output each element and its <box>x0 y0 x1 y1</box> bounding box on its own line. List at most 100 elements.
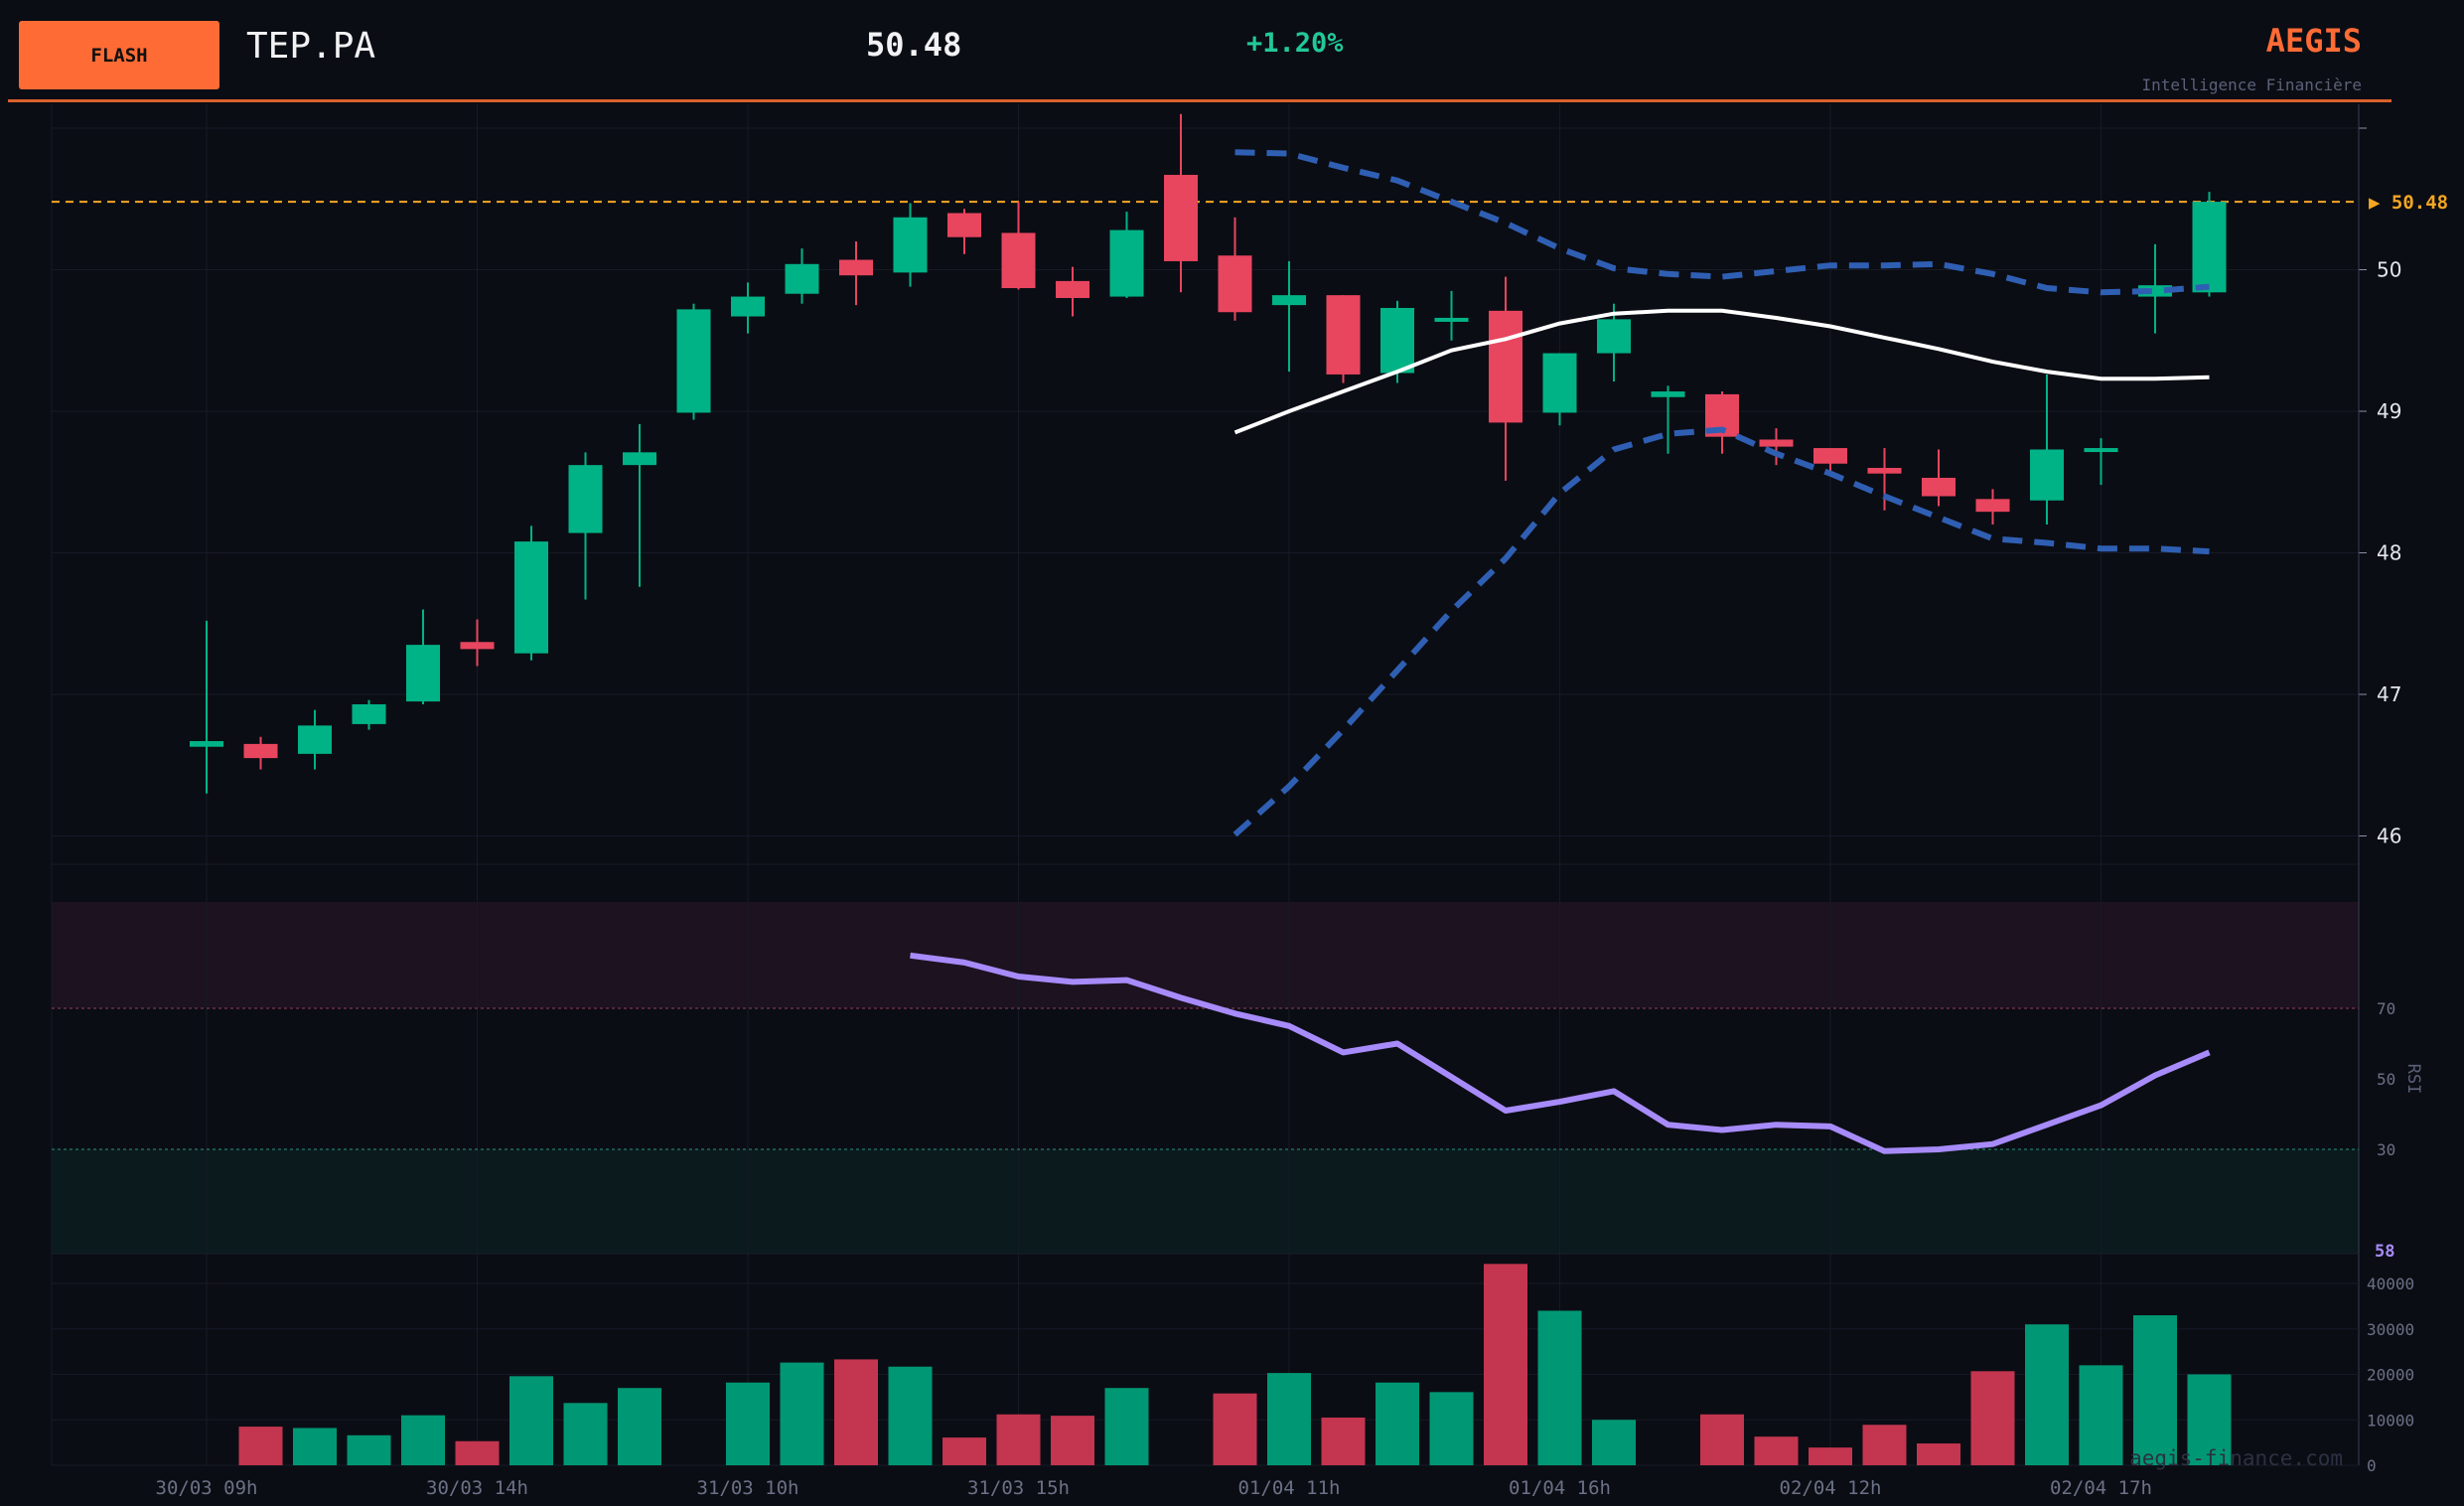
x-tick-label: 02/04 12h <box>1780 1477 1882 1499</box>
candle <box>1218 217 1252 321</box>
rsi-current-value: 58 <box>2375 1242 2394 1262</box>
rsi-tick-label: 50 <box>2377 1070 2395 1089</box>
price-tick-label: 50 <box>2377 258 2401 282</box>
candle <box>1001 202 1036 290</box>
candle <box>298 709 332 770</box>
volume-bar <box>293 1428 337 1465</box>
rsi-axis-label: RSI <box>2403 1064 2423 1095</box>
candle <box>785 248 819 304</box>
ticker-symbol: TEP.PA <box>246 26 376 67</box>
volume-bar <box>1376 1382 1419 1465</box>
volume-bar <box>1809 1447 1852 1465</box>
candle-body <box>406 645 440 702</box>
brand-tagline: Intelligence Financière <box>2141 75 2362 94</box>
rsi-line <box>910 952 2211 1154</box>
candle <box>1975 489 2010 525</box>
candle <box>623 423 656 587</box>
candle <box>1542 353 1577 426</box>
candle <box>839 241 873 306</box>
candle-body <box>1922 477 1956 497</box>
candle-body <box>839 259 873 276</box>
candle-body <box>1109 229 1144 297</box>
volume-bar <box>942 1437 986 1465</box>
volume-bar <box>1429 1392 1474 1465</box>
candle-body <box>785 263 819 294</box>
candle <box>2192 192 2227 297</box>
candle <box>1326 295 1361 383</box>
volume-bar <box>1104 1388 1149 1465</box>
x-tick-label: 02/04 17h <box>2050 1477 2152 1499</box>
candle <box>243 736 278 770</box>
volume-bar <box>1213 1393 1257 1465</box>
volume-bar <box>238 1427 283 1465</box>
candle-body <box>893 217 928 273</box>
volume-tick-label: 0 <box>2367 1456 2377 1475</box>
volume-bar <box>1592 1420 1636 1465</box>
price-tick-label: 46 <box>2377 825 2401 848</box>
candle-body <box>1380 307 1414 374</box>
candle <box>2138 243 2172 334</box>
candle-body <box>1597 319 1631 354</box>
volume-tick-label: 10000 <box>2367 1411 2414 1430</box>
candle <box>676 303 711 420</box>
volume-bar <box>1537 1310 1582 1465</box>
candle-body <box>514 541 548 654</box>
candle <box>190 620 223 794</box>
x-tick-label: 01/04 11h <box>1238 1477 1341 1499</box>
bollinger-upper-band <box>1234 149 2210 296</box>
header: FLASH TEP.PA 50.48 +1.20% AEGIS Intellig… <box>0 0 2464 104</box>
volume-tick-label: 40000 <box>2367 1275 2414 1293</box>
candle-body <box>1867 468 1902 474</box>
volume-bar <box>2133 1315 2177 1465</box>
x-tick-label: 31/03 15h <box>967 1477 1070 1499</box>
volume-bar <box>1267 1373 1311 1465</box>
volume-bar <box>1754 1436 1799 1465</box>
volume-bar <box>2025 1324 2069 1465</box>
last-price-label: ▶ 50.48 <box>2369 192 2448 214</box>
candle <box>568 452 603 600</box>
volume-bar <box>2079 1365 2123 1465</box>
candle-body <box>243 743 278 759</box>
candle <box>1651 385 1685 454</box>
candle-body <box>1813 448 1847 464</box>
candle <box>2030 374 2064 525</box>
x-tick-label: 01/04 16h <box>1509 1477 1611 1499</box>
candle <box>1380 300 1414 383</box>
candle-body <box>1434 317 1469 322</box>
candle-body <box>298 725 332 754</box>
x-tick-label: 31/03 10h <box>697 1477 799 1499</box>
header-divider <box>8 99 2392 102</box>
candle-body <box>1164 175 1198 261</box>
volume-bar <box>1321 1417 1366 1465</box>
brand-logo: AEGIS <box>2265 22 2362 60</box>
candle <box>1922 449 1956 507</box>
candle <box>460 619 495 667</box>
candle <box>1109 212 1144 298</box>
candle <box>1489 276 1522 481</box>
candle-body <box>1975 499 2010 513</box>
candle-body <box>1542 353 1577 413</box>
candle <box>1867 448 1902 511</box>
candle-body <box>623 452 656 466</box>
candle-body <box>731 296 765 317</box>
candle <box>1759 428 1794 466</box>
candle-body <box>1489 310 1522 423</box>
candle <box>352 699 386 730</box>
candle <box>2084 438 2118 486</box>
volume-bar <box>618 1388 661 1465</box>
price-change: +1.20% <box>1246 28 1344 59</box>
price-tick-label: 48 <box>2377 541 2401 565</box>
volume-bar <box>834 1359 878 1465</box>
rsi-tick-label: 30 <box>2377 1140 2395 1159</box>
candle <box>1705 391 1739 454</box>
x-tick-label: 30/03 09h <box>156 1477 258 1499</box>
volume-bar <box>2187 1374 2232 1465</box>
candle <box>1597 303 1631 382</box>
bollinger-middle-band <box>1233 308 2210 435</box>
candle-body <box>352 703 386 724</box>
volume-bar <box>780 1362 824 1465</box>
candle-body <box>1326 295 1361 375</box>
volume-bar <box>1862 1425 1907 1465</box>
candle-body <box>1759 439 1794 447</box>
candle-body <box>1272 295 1306 306</box>
